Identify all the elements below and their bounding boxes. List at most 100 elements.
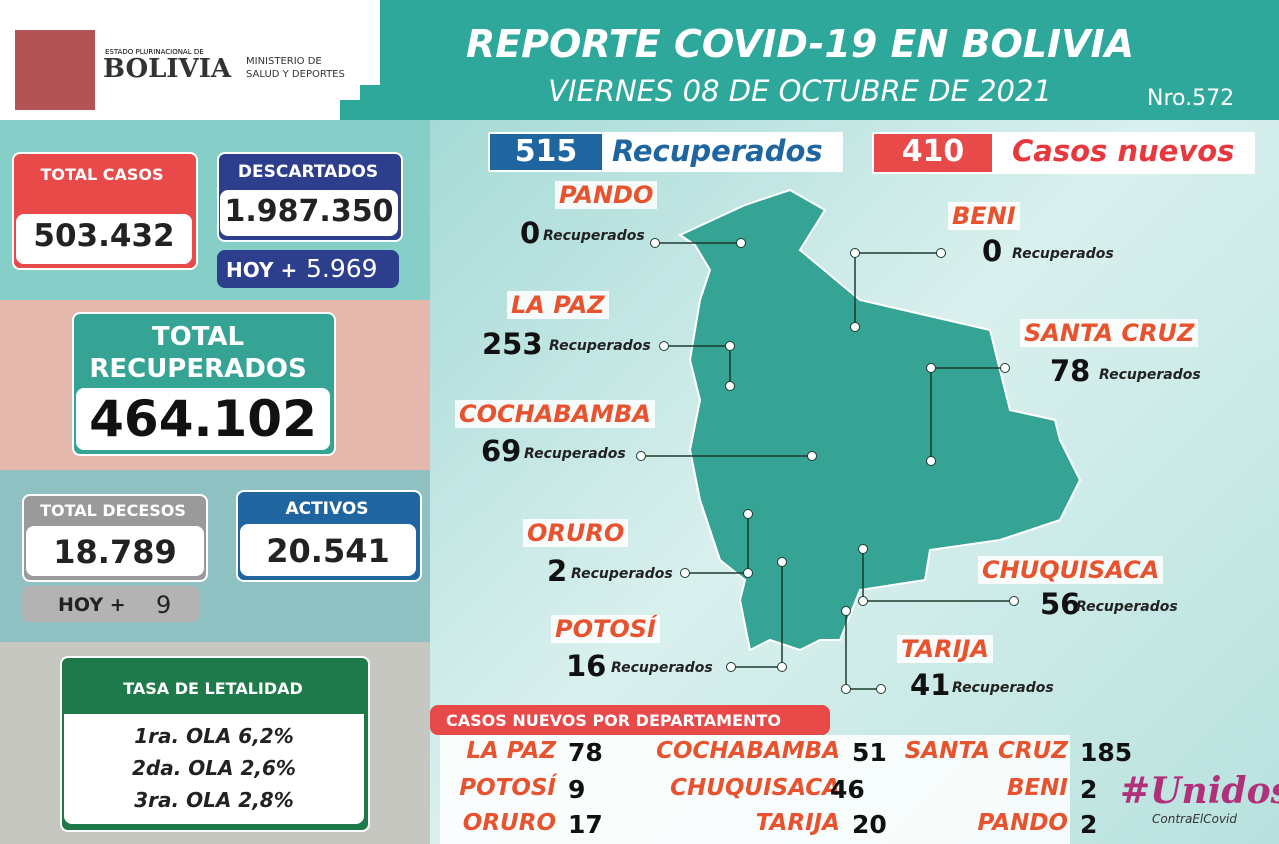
panel (16, 214, 192, 264)
panel (240, 524, 416, 576)
report-number: Nro.572 (1147, 86, 1235, 111)
dept-label: Recuperados (543, 228, 645, 244)
dept-name: ORURO (523, 519, 629, 547)
today-card (217, 250, 399, 288)
dept-value: 2 (547, 554, 568, 588)
value: 464.102 (89, 390, 317, 448)
dept-name: CHUQUISACA (978, 556, 1164, 584)
leader (680, 568, 690, 578)
dept-label: Recuperados (952, 680, 1054, 696)
value: 515 (514, 134, 578, 169)
leader (936, 248, 946, 258)
panel (64, 714, 364, 824)
value: 1.987.350 (224, 194, 394, 229)
org-big: BOLIVIA (103, 54, 232, 84)
dept-name: ORURO (462, 810, 556, 836)
dept-cases: 51 (852, 738, 887, 767)
value: 410 (901, 134, 965, 169)
dept-name: POTOSÍ (551, 615, 660, 643)
label: Recuperados (612, 134, 823, 168)
value: 5.969 (306, 254, 378, 283)
dept-cases: 78 (568, 738, 603, 767)
label: HOY + (58, 594, 126, 616)
leader (743, 568, 753, 578)
dept-label: Recuperados (571, 566, 673, 582)
leader (858, 596, 868, 606)
label: HOY + (226, 258, 298, 282)
dept-cases: 2 (1080, 810, 1098, 839)
rate: 1ra. OLA 6,2% (134, 724, 294, 748)
logo: #Unidos (1120, 770, 1279, 812)
leader (777, 662, 787, 672)
today-card (22, 586, 200, 622)
dept-cases: 185 (1080, 738, 1133, 767)
dept-value: 0 (982, 234, 1003, 268)
dept-cases: 46 (830, 775, 865, 804)
label: TOTAL CASOS (40, 165, 164, 184)
dept-value: 16 (566, 649, 607, 683)
label: RECUPERADOS (89, 354, 307, 384)
label: TOTAL (151, 322, 245, 352)
panel (76, 388, 330, 450)
dept-label: Recuperados (1099, 367, 1201, 383)
dept-cases: 2 (1080, 775, 1098, 804)
dept-name: BENI (948, 202, 1020, 230)
dept-name: PANDO (977, 810, 1068, 836)
dept-label: Recuperados (1012, 246, 1114, 262)
bolivia-map (677, 188, 1082, 652)
leader (876, 684, 886, 694)
dept-value: 253 (482, 327, 543, 361)
label: TOTAL DECESOS (40, 501, 186, 520)
panel (874, 134, 992, 172)
dept-name: POTOSÍ (459, 775, 556, 801)
dept-label: Recuperados (549, 338, 651, 354)
dept-value: 78 (1050, 354, 1091, 388)
title: REPORTE COVID-19 EN BOLIVIA (465, 22, 1135, 66)
dept-name: CHUQUISACA (670, 775, 840, 801)
rate: 3ra. OLA 2,8% (134, 788, 294, 812)
leader (659, 341, 669, 351)
label: DESCARTADOS (237, 162, 379, 182)
dept-label: Recuperados (524, 446, 626, 462)
label: ACTIVOS (285, 499, 369, 519)
dept-name: COCHABAMBA (656, 738, 840, 764)
dept-name: TARIJA (897, 635, 993, 663)
leader (841, 684, 851, 694)
dept-name: LA PAZ (466, 738, 556, 764)
dept-name: COCHABAMBA (455, 400, 655, 428)
dept-name: BENI (1006, 775, 1068, 801)
dept-value: 0 (520, 216, 541, 250)
logo-sub: ContraElCovid (1152, 812, 1238, 826)
panel (26, 526, 204, 576)
leader (725, 381, 735, 391)
dept-name: PANDO (555, 181, 658, 209)
leader (725, 341, 735, 351)
ministry: MINISTERIO DE (246, 56, 322, 67)
leader (850, 322, 860, 332)
leader (841, 606, 851, 616)
dept-label: Recuperados (1076, 599, 1178, 615)
dept-name: LA PAZ (507, 291, 609, 319)
leader (736, 238, 746, 248)
dept-name: SANTA CRUZ (1020, 319, 1199, 347)
new-cases-banner (430, 705, 830, 735)
label: TASA DE LETALIDAD (123, 679, 303, 698)
leader (726, 662, 736, 672)
leader (743, 509, 753, 519)
rate: 2da. OLA 2,6% (132, 756, 296, 780)
label: CASOS NUEVOS POR DEPARTAMENTO (446, 711, 781, 730)
dept-name: TARIJA (755, 810, 840, 836)
org-small: ESTADO PLURINACIONAL DE (105, 48, 204, 56)
ministry: SALUD Y DEPORTES (246, 69, 345, 80)
dept-value: 41 (910, 668, 951, 702)
dept-label: Recuperados (611, 660, 713, 676)
leader (1009, 596, 1019, 606)
dept-name: SANTA CRUZ (904, 738, 1068, 764)
leader (845, 611, 881, 690)
value: 503.432 (33, 218, 175, 254)
leader (858, 544, 868, 554)
dept-cases: 20 (852, 810, 887, 839)
leader (1000, 363, 1010, 373)
leader (650, 238, 660, 248)
